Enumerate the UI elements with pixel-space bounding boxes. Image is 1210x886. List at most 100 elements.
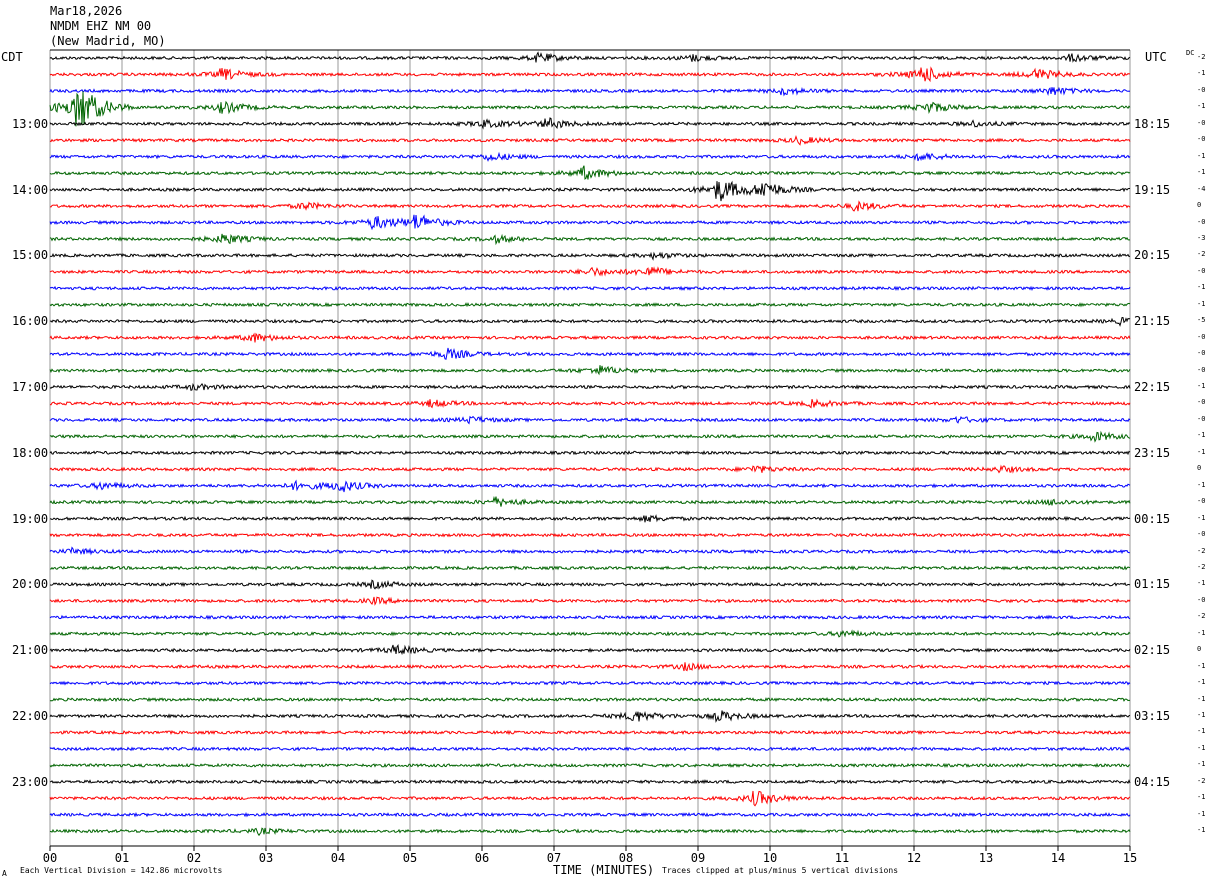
trace-38 (49, 680, 1131, 686)
dc-offset-label: -0 (1197, 332, 1206, 341)
dc-offset-label: -1 (1197, 102, 1206, 111)
trace-16 (49, 316, 1131, 327)
left-time-label: 19:00 (12, 511, 49, 526)
corner-mark: A (2, 869, 7, 878)
left-time-label: 22:00 (12, 709, 49, 723)
trace-15 (49, 302, 1131, 308)
dc-offset-label: -1 (1197, 69, 1206, 78)
x-axis-title: TIME (MINUTES) (553, 863, 655, 877)
seismogram-traces (49, 51, 1131, 837)
right-time-label: 03:15 (1134, 709, 1171, 723)
right-time-label: 22:15 (1134, 380, 1171, 394)
dc-offset-label: -1 (1197, 711, 1206, 719)
right-time-label: 04:15 (1134, 774, 1171, 789)
dc-offset-label: -2 (1197, 53, 1206, 61)
trace-13 (49, 266, 1131, 277)
trace-4 (49, 117, 1131, 130)
left-time-label: 15:00 (12, 248, 49, 263)
trace-10 (49, 214, 1131, 231)
left-time-label: 17:00 (12, 380, 49, 394)
minute-gridlines (49, 49, 1131, 847)
dc-offset-label: -1 (1197, 447, 1206, 456)
trace-34 (49, 614, 1131, 621)
trace-35 (49, 629, 1131, 638)
trace-46 (49, 811, 1131, 818)
trace-1 (49, 66, 1131, 83)
right-time-label: 01:15 (1134, 577, 1171, 592)
dc-offset-label: -1 (1197, 513, 1206, 522)
x-tick-label-12: 12 (907, 851, 921, 865)
dc-offset-label: -0 (1197, 217, 1206, 226)
dc-offset-label: -3 (1197, 233, 1206, 242)
x-tick-label-10: 10 (763, 851, 777, 865)
left-time-label: 16:00 (12, 314, 49, 329)
trace-5 (49, 135, 1131, 146)
trace-18 (49, 347, 1131, 360)
trace-29 (49, 532, 1131, 538)
dc-offset-label: -1 (1197, 579, 1206, 588)
trace-7 (49, 165, 1131, 180)
dc-offset-label: 0 (1197, 645, 1202, 654)
left-time-label: 21:00 (12, 643, 49, 658)
dc-offset-label: -2 (1197, 546, 1206, 555)
x-tick-label-04: 04 (331, 851, 345, 865)
trace-11 (49, 233, 1131, 246)
trace-12 (49, 251, 1131, 261)
dc-offset-label: -1 (1197, 727, 1206, 736)
scale-note: Each Vertical Division = 142.86 microvol… (20, 866, 223, 875)
dc-offset-label: -1 (1197, 431, 1206, 440)
dc-offset-label: -0 (1197, 530, 1206, 539)
x-tick-label-05: 05 (403, 851, 417, 865)
trace-27 (49, 495, 1131, 507)
x-tick-label-03: 03 (259, 851, 273, 865)
dc-offset-label: -0 (1197, 135, 1206, 144)
x-tick-label-15: 15 (1123, 851, 1137, 865)
dc-offset-label: -1 (1197, 826, 1206, 835)
x-tick-label-01: 01 (115, 851, 129, 865)
dc-offset-label: -0 (1197, 398, 1206, 407)
x-tick-label-07: 07 (547, 851, 561, 865)
trace-24 (49, 450, 1131, 456)
x-tick-label-08: 08 (619, 851, 633, 865)
right-time-label: 23:15 (1134, 445, 1171, 460)
left-time-label: 20:00 (12, 577, 49, 592)
trace-31 (49, 565, 1131, 571)
dc-offset-label: -2 (1197, 562, 1206, 571)
trace-2 (49, 86, 1131, 97)
trace-6 (49, 151, 1131, 162)
dc-offset-label: -0 (1197, 497, 1206, 506)
x-tick-label-09: 09 (691, 851, 705, 865)
trace-43 (49, 762, 1131, 769)
dc-offset-label: -0 (1197, 266, 1206, 275)
right-time-label: 00:15 (1134, 511, 1171, 526)
dc-offset-label: -1 (1197, 678, 1206, 687)
trace-41 (49, 729, 1131, 736)
x-tick-label-02: 02 (187, 851, 201, 865)
x-axis-ticks: 00 01 02 03 04 05 06 07 08 09 10 11 12 13 14 15 (43, 846, 1137, 865)
left-time-label: 13:00 (12, 116, 49, 131)
trace-17 (49, 332, 1131, 343)
dc-offset-label: 0 (1197, 464, 1202, 473)
trace-21 (49, 398, 1131, 409)
trace-25 (49, 464, 1131, 474)
x-tick-label-14: 14 (1051, 851, 1065, 865)
station-channel: NMDM EHZ NM 00 (50, 19, 152, 33)
trace-33 (49, 596, 1131, 606)
dc-offset-label: -1 (1197, 151, 1206, 160)
dc-offset-label: -5 (1197, 316, 1206, 325)
right-time-label: 02:15 (1134, 643, 1171, 658)
dc-offset-label: -4 (1197, 184, 1206, 193)
dc-header-label: DC (1186, 49, 1195, 57)
dc-offset-label: -0 (1197, 118, 1206, 127)
trace-42 (49, 746, 1131, 752)
x-tick-label-11: 11 (835, 851, 849, 865)
dc-offset-label: -1 (1197, 694, 1206, 703)
clip-note: Traces clipped at plus/minus 5 vertical … (662, 866, 899, 875)
station-date: Mar18,2026 (50, 4, 123, 18)
dc-offset-label: -1 (1197, 168, 1206, 177)
trace-36 (49, 644, 1131, 656)
trace-40 (49, 710, 1131, 723)
trace-45 (49, 790, 1131, 807)
trace-47 (49, 827, 1131, 837)
